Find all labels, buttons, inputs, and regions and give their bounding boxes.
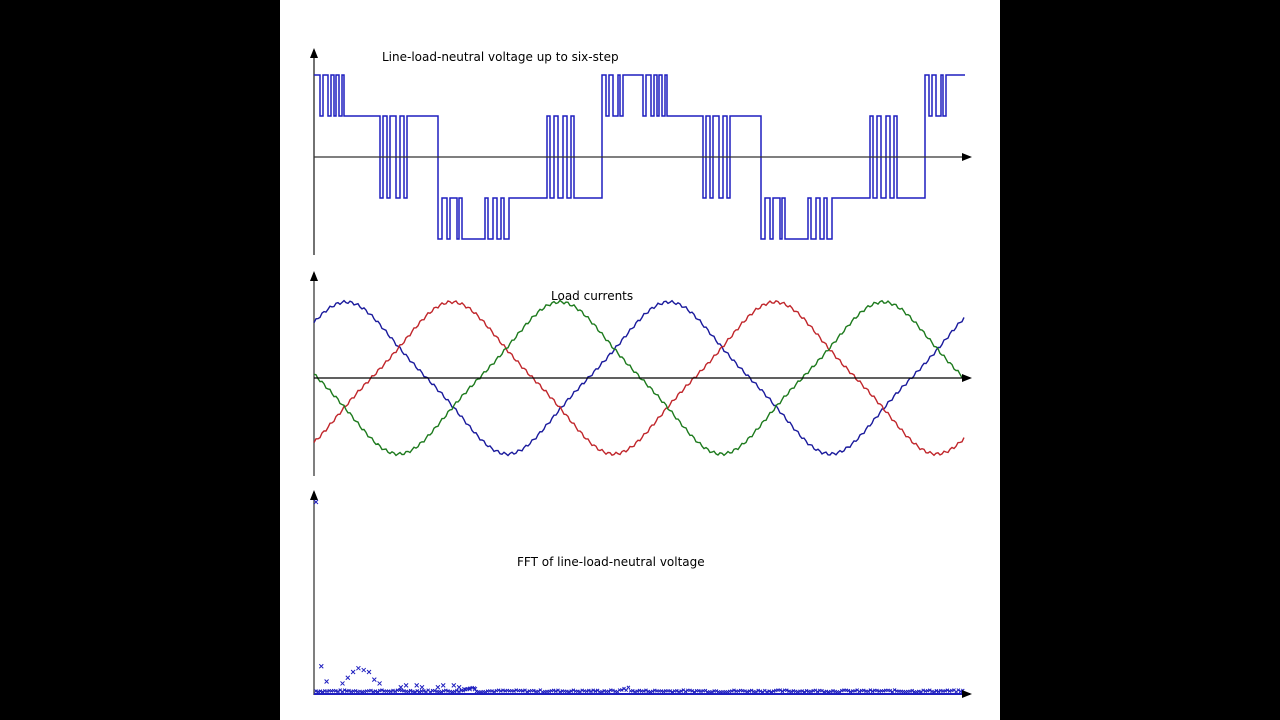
fft-chart: FFT of line-load-neutral voltage — [310, 490, 972, 698]
currents-chart-title: Load currents — [551, 289, 633, 303]
currents-chart: Load currents — [310, 271, 972, 476]
current-phase-a-line — [313, 299, 965, 457]
voltage-chart: Line-load-neutral voltage up to six-step — [310, 48, 972, 255]
current-phase-c-line — [313, 299, 965, 457]
voltage-chart-title: Line-load-neutral voltage up to six-step — [382, 50, 619, 64]
fft-chart-title: FFT of line-load-neutral voltage — [517, 555, 705, 569]
voltage-waveform — [314, 74, 965, 240]
fft-markers — [313, 499, 965, 694]
